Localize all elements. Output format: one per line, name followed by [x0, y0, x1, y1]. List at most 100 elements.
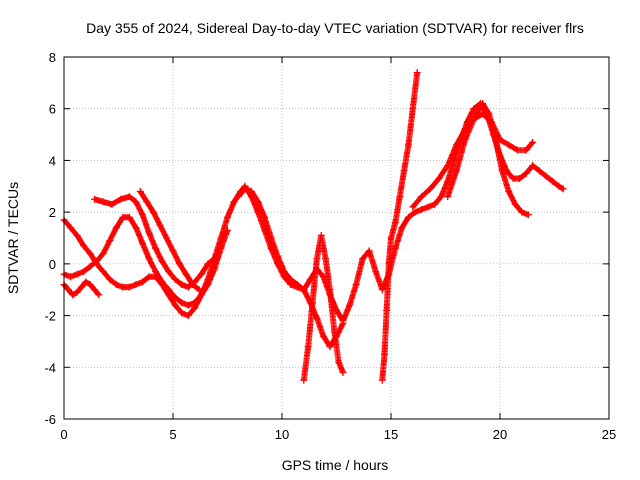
- data-point: [470, 115, 478, 123]
- data-point: [404, 213, 412, 221]
- data-point: [143, 198, 151, 206]
- data-point: [524, 211, 532, 219]
- data-point: [516, 175, 524, 183]
- data-point: [165, 286, 173, 294]
- data-point: [80, 242, 88, 250]
- data-point: [313, 314, 321, 322]
- marker-trail: [444, 100, 532, 218]
- data-point: [224, 226, 231, 234]
- data-point: [431, 200, 439, 208]
- data-point: [106, 237, 114, 245]
- data-point: [300, 286, 308, 294]
- data-point: [378, 376, 386, 384]
- data-point: [339, 368, 347, 376]
- data-point: [391, 218, 399, 226]
- data-point: [309, 299, 317, 307]
- data-point: [383, 306, 391, 314]
- data-point: [171, 275, 179, 283]
- series-arc-8: [300, 231, 347, 384]
- data-point: [224, 213, 231, 221]
- data-point: [293, 281, 301, 289]
- data-point: [498, 167, 506, 175]
- data-point: [319, 332, 327, 340]
- data-point: [204, 281, 212, 289]
- data-point: [195, 286, 203, 294]
- data-point: [86, 250, 94, 258]
- data-point: [106, 275, 114, 283]
- data-point: [91, 195, 99, 203]
- data-point: [352, 281, 360, 289]
- data-point: [169, 247, 177, 255]
- data-point: [125, 283, 133, 291]
- data-point: [108, 200, 116, 208]
- series-arc-6: [241, 100, 567, 325]
- x-tick-label: 0: [60, 427, 67, 442]
- data-point: [300, 376, 308, 384]
- data-point: [152, 244, 160, 252]
- data-point: [247, 187, 255, 195]
- data-point: [444, 162, 452, 170]
- data-point: [73, 270, 81, 278]
- y-tick-label: 2: [49, 205, 56, 220]
- data-point: [69, 291, 77, 299]
- data-point: [254, 198, 262, 206]
- data-point: [67, 224, 75, 232]
- data-point: [411, 208, 419, 216]
- data-point: [555, 182, 563, 190]
- data-point: [145, 273, 153, 281]
- data-point: [280, 268, 288, 276]
- data-point: [418, 193, 426, 201]
- data-point: [73, 231, 81, 239]
- data-point: [162, 234, 170, 242]
- data-point: [99, 250, 107, 258]
- x-tick-label: 15: [384, 427, 398, 442]
- data-point: [326, 343, 334, 351]
- data-point: [178, 309, 186, 317]
- data-point: [234, 193, 242, 201]
- data-point: [93, 257, 101, 265]
- data-point: [119, 283, 127, 291]
- data-point: [99, 198, 107, 206]
- y-axis-label: SDTVAR / TECUs: [5, 182, 21, 294]
- y-tick-label: 8: [49, 50, 56, 65]
- data-point: [261, 213, 269, 221]
- data-point: [210, 265, 218, 273]
- data-point: [437, 193, 445, 201]
- data-point: [132, 281, 140, 289]
- data-point: [67, 273, 75, 281]
- data-point: [184, 312, 192, 320]
- data-point: [156, 221, 164, 229]
- data-point: [112, 281, 120, 289]
- data-point: [396, 193, 404, 201]
- data-point: [444, 193, 452, 201]
- x-tick-label: 10: [275, 427, 289, 442]
- data-point: [217, 244, 225, 252]
- data-point: [149, 208, 157, 216]
- data-point: [171, 301, 179, 309]
- data-point: [178, 299, 186, 307]
- data-point: [492, 136, 500, 144]
- data-point: [529, 162, 537, 170]
- data-point: [559, 185, 567, 193]
- data-point: [189, 281, 197, 289]
- data-point: [132, 198, 140, 206]
- data-point: [165, 268, 173, 276]
- grid-lines: [64, 57, 609, 419]
- data-point: [158, 257, 166, 265]
- series-arc-7: [234, 185, 347, 351]
- data-point: [400, 167, 408, 175]
- data-point: [204, 260, 212, 268]
- data-point: [119, 213, 127, 221]
- data-point: [542, 172, 550, 180]
- data-point: [176, 260, 184, 268]
- x-tick-label: 20: [493, 427, 507, 442]
- y-tick-label: 6: [49, 102, 56, 117]
- data-point: [171, 293, 179, 301]
- y-tick-label: 0: [49, 257, 56, 272]
- data-point: [435, 175, 443, 183]
- data-point: [505, 187, 513, 195]
- x-tick-label: 25: [602, 427, 616, 442]
- data-point: [426, 185, 434, 193]
- data-point: [73, 288, 81, 296]
- data-point: [359, 255, 367, 263]
